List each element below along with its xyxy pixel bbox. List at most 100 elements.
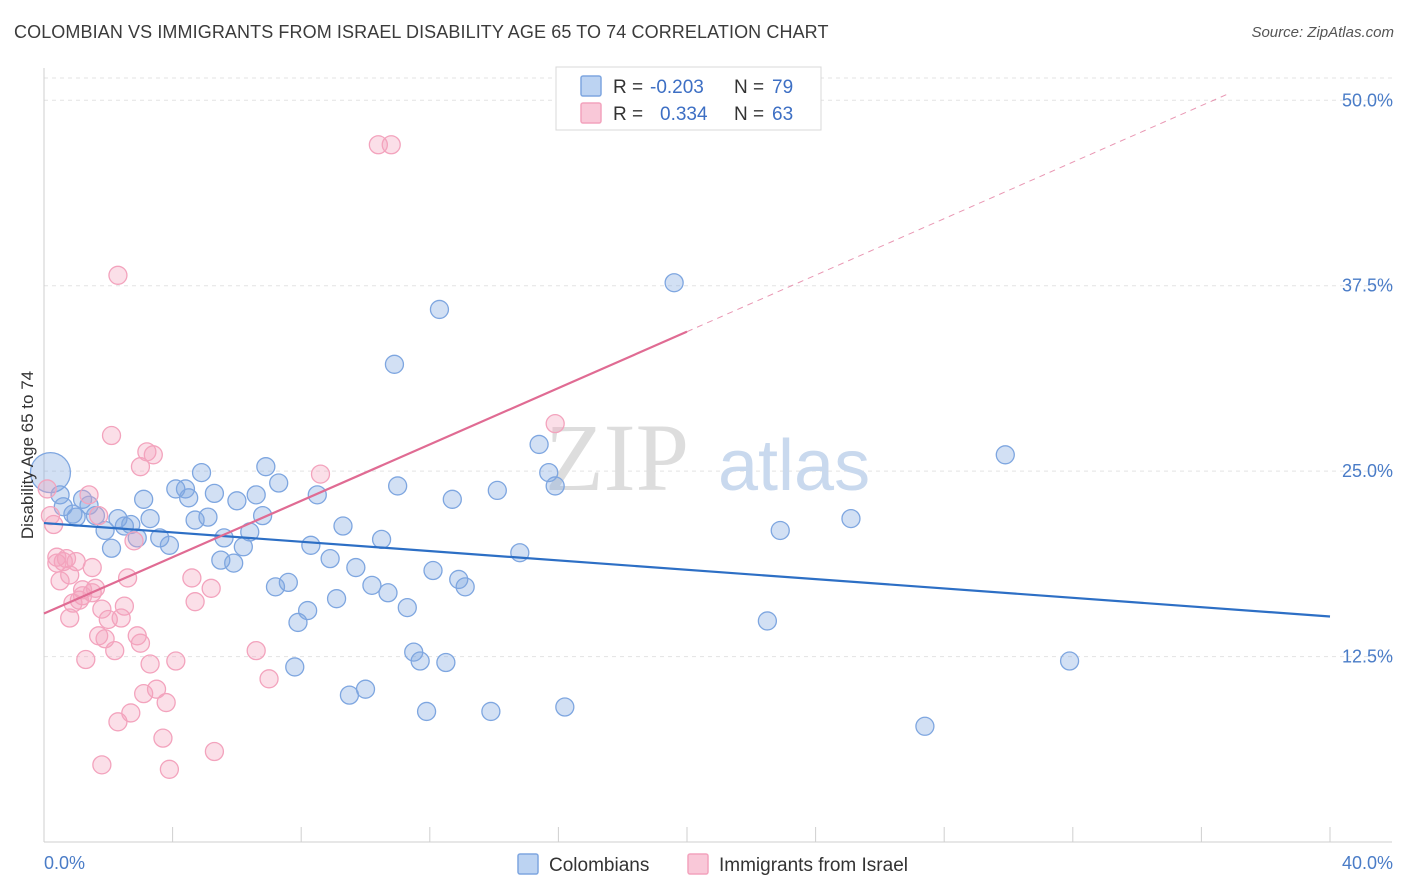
point-s0-17 bbox=[159, 535, 180, 555]
point-s0-36 bbox=[278, 572, 298, 593]
point-s0-20 bbox=[179, 488, 199, 508]
trend-line-1 bbox=[43, 330, 688, 615]
point-s0-69 bbox=[555, 697, 575, 717]
point-s0-37 bbox=[285, 657, 305, 677]
point-s1-31 bbox=[114, 596, 135, 616]
point-s1-22 bbox=[92, 599, 112, 619]
point-s0-74 bbox=[915, 716, 935, 736]
bottom-legend-swatch-colombians bbox=[517, 853, 539, 875]
point-s1-42 bbox=[146, 679, 167, 699]
point-s0-16 bbox=[150, 528, 170, 548]
point-s0-14 bbox=[134, 489, 154, 509]
point-s0-27 bbox=[224, 553, 244, 573]
point-s1-30 bbox=[111, 608, 131, 628]
y-axis-label: Disability Age 65 to 74 bbox=[18, 371, 37, 539]
point-s1-56 bbox=[545, 414, 565, 434]
point-s0-51 bbox=[384, 354, 405, 374]
point-s1-50 bbox=[204, 741, 225, 762]
point-s1-49 bbox=[201, 578, 221, 598]
point-s0-68 bbox=[545, 476, 565, 496]
axes bbox=[43, 68, 1392, 843]
point-s0-75 bbox=[995, 445, 1015, 465]
point-s0-22 bbox=[191, 462, 212, 483]
y-tick-label-1: 25.0% bbox=[1342, 461, 1393, 481]
point-s0-58 bbox=[429, 299, 450, 320]
point-s1-29 bbox=[108, 265, 128, 285]
bottom-legend-colombians: Colombians bbox=[549, 855, 649, 876]
bottom-legend-israel: Immigrants from Israel bbox=[719, 855, 908, 876]
point-s1-51 bbox=[246, 640, 266, 661]
point-s1-33 bbox=[121, 703, 141, 723]
watermark-zip: ZIP bbox=[545, 404, 689, 511]
point-s0-70 bbox=[664, 273, 684, 293]
point-s1-47 bbox=[182, 568, 202, 588]
trend-line-0 bbox=[43, 521, 1331, 618]
legend-n-value-1: 79 bbox=[772, 77, 793, 98]
y-tick-label-3: 50.0% bbox=[1342, 90, 1393, 110]
point-s1-44 bbox=[156, 692, 176, 713]
data-points bbox=[29, 135, 1080, 779]
x-tick-label-1: 40.0% bbox=[1342, 853, 1393, 873]
legend-n-label-2: N = bbox=[734, 104, 764, 125]
point-s0-57 bbox=[423, 560, 443, 581]
point-s0-11 bbox=[114, 516, 135, 536]
point-s1-41 bbox=[143, 445, 163, 465]
point-s0-66 bbox=[529, 434, 549, 455]
point-s0-71 bbox=[757, 611, 778, 631]
point-s1-5 bbox=[50, 571, 70, 591]
point-s0-28 bbox=[227, 491, 247, 511]
point-s1-48 bbox=[185, 592, 205, 612]
point-s0-34 bbox=[269, 473, 289, 493]
point-s0-15 bbox=[140, 508, 160, 529]
point-s0-42 bbox=[320, 549, 340, 569]
point-s0-31 bbox=[246, 485, 266, 505]
point-s0-46 bbox=[346, 557, 366, 578]
point-s1-46 bbox=[166, 651, 186, 671]
point-s0-24 bbox=[204, 483, 225, 504]
point-s1-45 bbox=[159, 759, 180, 779]
point-s0-9 bbox=[101, 538, 122, 558]
point-s0-44 bbox=[333, 516, 353, 536]
point-s0-63 bbox=[481, 701, 501, 722]
point-s0-60 bbox=[442, 489, 462, 509]
bottom-legend-swatch-israel bbox=[687, 853, 709, 875]
point-s0-61 bbox=[449, 569, 469, 590]
point-s0-59 bbox=[436, 652, 456, 673]
x-tick-label-0: 0.0% bbox=[44, 853, 85, 873]
point-s0-49 bbox=[371, 529, 392, 550]
point-s0-76 bbox=[1059, 651, 1080, 671]
point-s0-62 bbox=[455, 577, 475, 597]
point-s1-55 bbox=[381, 135, 401, 155]
y-tick-labels: 12.5% 25.0% 37.5% 50.0% bbox=[1342, 90, 1393, 666]
legend-r-label-1: R = bbox=[613, 77, 643, 98]
point-s1-53 bbox=[310, 464, 331, 484]
point-s0-43 bbox=[326, 589, 347, 609]
point-s0-50 bbox=[378, 583, 398, 603]
point-s1-43 bbox=[153, 728, 173, 748]
point-s1-16 bbox=[79, 485, 99, 505]
point-s1-52 bbox=[259, 669, 279, 689]
point-s1-27 bbox=[105, 640, 125, 661]
point-s0-47 bbox=[355, 679, 376, 699]
point-s0-45 bbox=[339, 685, 360, 705]
point-s0-64 bbox=[487, 480, 507, 501]
point-s0-73 bbox=[841, 508, 861, 529]
point-s0-23 bbox=[198, 507, 218, 527]
correlation-legend: R = -0.203 N = 79 R = 0.334 N = 63 bbox=[555, 66, 822, 131]
watermark: ZIP atlas bbox=[545, 404, 870, 511]
point-s0-56 bbox=[416, 701, 437, 722]
point-s0-6 bbox=[79, 495, 99, 515]
legend-n-label-1: N = bbox=[734, 77, 764, 98]
point-s1-34 bbox=[124, 531, 144, 551]
point-s0-33 bbox=[256, 457, 276, 477]
point-s1-0 bbox=[37, 479, 57, 499]
point-s1-23 bbox=[92, 755, 112, 775]
grid-lines bbox=[44, 77, 1392, 658]
chart-title: COLOMBIAN VS IMMIGRANTS FROM ISRAEL DISA… bbox=[14, 22, 829, 42]
y-tick-label-2: 37.5% bbox=[1342, 276, 1393, 296]
point-s1-26 bbox=[101, 425, 122, 446]
point-s0-3 bbox=[63, 504, 83, 524]
legend-swatch-israel bbox=[580, 102, 602, 124]
point-s1-15 bbox=[76, 649, 96, 670]
